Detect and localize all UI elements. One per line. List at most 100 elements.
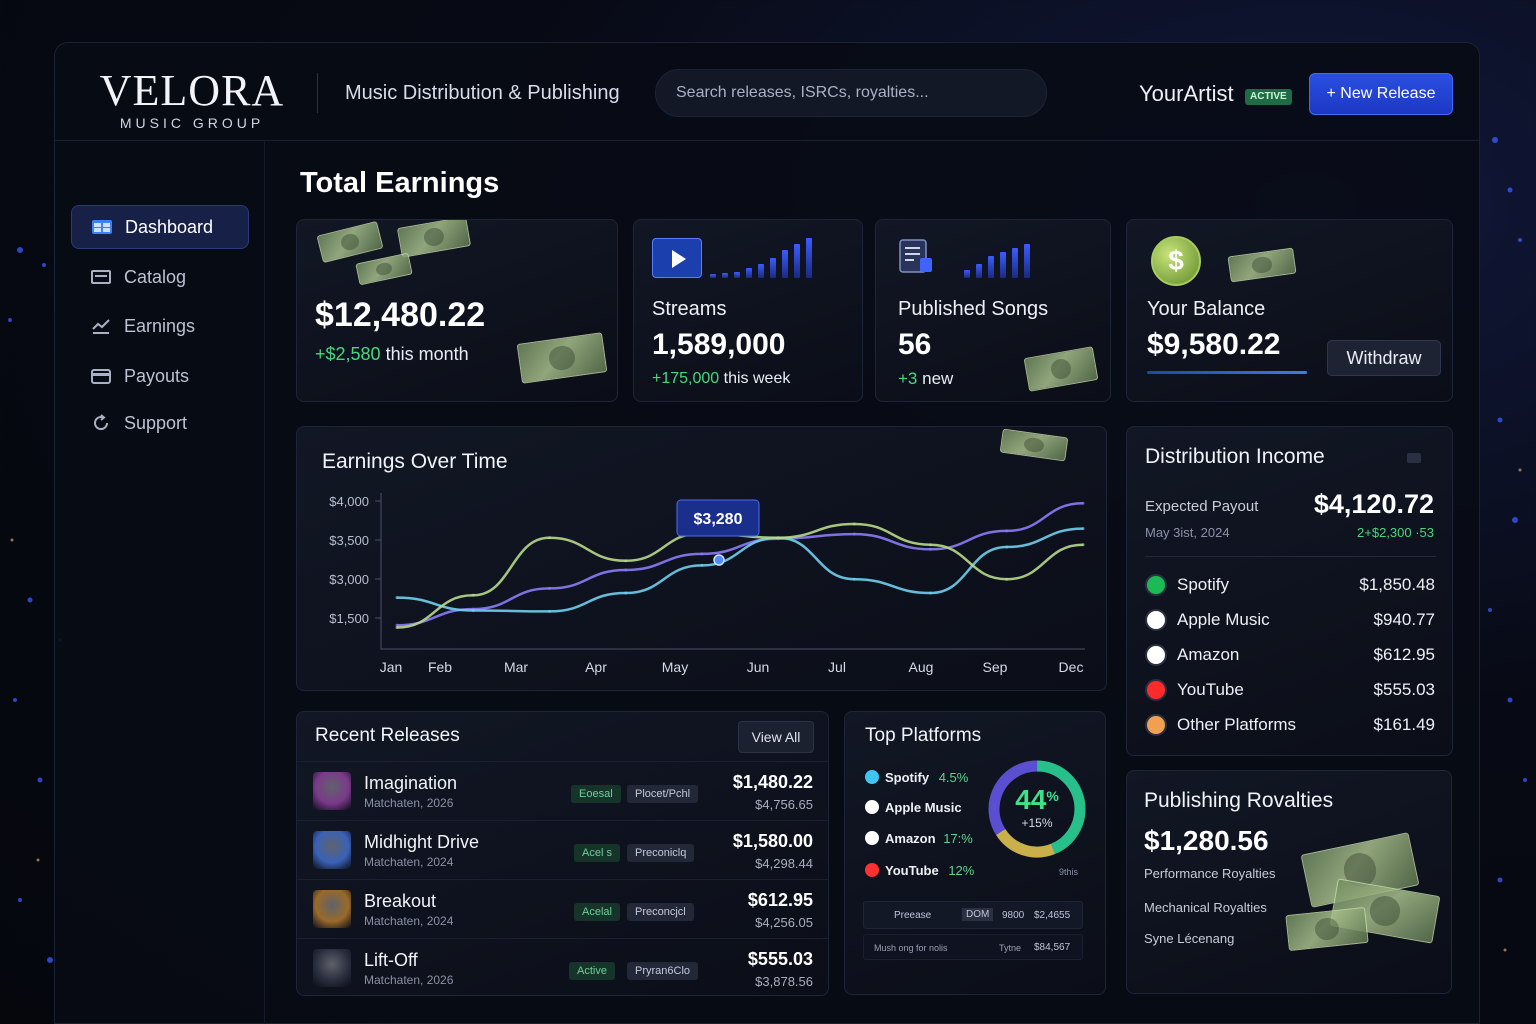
platform-name: Apple Music <box>1177 610 1270 629</box>
chart-highlight-point[interactable] <box>713 554 725 566</box>
streams-card: Streams 1,589,000 +175,000 this week <box>633 219 863 402</box>
dashboard-icon <box>92 218 112 236</box>
top-platforms-card: Top Platforms Spotify 4.5% Apple Music A… <box>844 711 1106 995</box>
delta-suffix: this week <box>723 370 791 387</box>
release-type-tag: Preconiclq <box>627 844 695 862</box>
summary-cell: 9800 <box>1002 910 1025 921</box>
published-songs-card: Published Songs 56 +3 new <box>875 219 1111 402</box>
chart-point <box>700 552 704 556</box>
release-row[interactable]: Imagination Matchaten, 2026 Eoesal Plocet/P… <box>297 761 828 820</box>
release-row[interactable]: Breakout Matchaten, 2024 Acelal Preconcjcl $… <box>297 879 828 938</box>
user-name[interactable]: YourArtist <box>1139 81 1234 106</box>
chart-point <box>1005 545 1009 549</box>
sidebar: Dashboard Catalog Earnings Payouts Suppo… <box>55 141 265 1024</box>
release-type-tag: Plocet/Pchl <box>627 785 699 803</box>
this-label: 9this <box>1059 867 1079 877</box>
chart-point <box>547 609 551 613</box>
money-bill-decoration <box>316 220 384 264</box>
release-earnings: $555.03 <box>747 949 813 969</box>
top-platform-youtube[interactable]: YouTube 12% <box>865 863 974 878</box>
x-tick-label: Apr <box>585 659 607 675</box>
release-total: $4,298.44 <box>755 856 813 871</box>
brand-logo[interactable]: VELORA MUSIC GROUP <box>97 69 287 132</box>
chart-point <box>852 532 856 536</box>
platform-name: Amazon <box>1177 645 1240 664</box>
chart-point <box>929 543 933 547</box>
platform-summary-row[interactable]: Mush ong for nolis Tytne $84,567 <box>863 934 1083 960</box>
streams-value: 1,589,000 <box>652 328 786 361</box>
royalty-type-sync[interactable]: Syne Lécenang <box>1144 931 1235 946</box>
chart-point <box>624 568 628 572</box>
distribution-row-youtube[interactable]: YouTube $555.03 <box>1145 677 1435 707</box>
summary-cell: Mush ong for nolis <box>874 943 948 953</box>
release-artwork <box>313 831 351 869</box>
document-music-icon <box>898 238 934 276</box>
top-platform-apple-music[interactable]: Apple Music <box>865 800 962 815</box>
x-tick-label: Aug <box>909 659 934 675</box>
x-tick-label: Jul <box>828 659 846 675</box>
sidebar-item-label: Payouts <box>124 365 190 386</box>
release-total: $4,756.65 <box>755 797 813 812</box>
chart-point <box>929 547 933 551</box>
withdraw-button[interactable]: Withdraw <box>1327 340 1441 376</box>
sidebar-item-dashboard[interactable]: Dashboard <box>71 205 249 249</box>
chart-tooltip-box <box>676 499 760 537</box>
payouts-icon <box>91 367 111 385</box>
summary-cell: Tytne <box>999 943 1022 953</box>
delta-value: +175,000 <box>652 370 720 387</box>
streams-delta: +175,000 this week <box>652 370 790 388</box>
delta-suffix: this month <box>385 344 469 364</box>
header-divider <box>317 73 318 113</box>
release-status-tag: Acelal <box>574 903 620 921</box>
platform-summary-row[interactable]: Preease DOM 9800 $2,4655 <box>863 901 1083 929</box>
royalty-type-performance[interactable]: Performance Royalties <box>1144 866 1276 881</box>
streams-label: Streams <box>652 298 727 320</box>
expected-payout-date: May 3ist, 2024 <box>1145 525 1230 540</box>
total-earnings-value: $12,480.22 <box>315 296 486 334</box>
platform-name: Apple Music <box>885 800 962 815</box>
donut-arc-secondary <box>988 760 1086 858</box>
royalty-type-mechanical[interactable]: Mechanical Royalties <box>1144 900 1267 915</box>
more-menu-icon[interactable] <box>1407 453 1421 463</box>
distribution-row-other-platforms[interactable]: Other Platforms $161.49 <box>1145 712 1435 742</box>
release-row[interactable]: Lift-Off Matchaten, 2026 Active Pryran6Clo $… <box>297 938 828 995</box>
youtube-icon <box>865 863 879 877</box>
search-input[interactable] <box>655 69 1047 117</box>
sidebar-item-payouts[interactable]: Payouts <box>71 354 249 398</box>
view-all-button[interactable]: View All <box>738 721 814 753</box>
balance-card: $ Your Balance $9,580.22 Withdraw <box>1126 219 1453 402</box>
top-platform-amazon[interactable]: Amazon 17:% <box>865 831 973 846</box>
songs-value: 56 <box>898 328 932 361</box>
play-icon <box>652 238 702 278</box>
release-artwork <box>313 890 351 928</box>
release-row[interactable]: Midhight Drive Matchaten, 2024 Acel s Preco… <box>297 820 828 879</box>
catalog-icon <box>91 268 111 286</box>
dollar-coin-icon: $ <box>1151 236 1201 286</box>
distribution-row-amazon[interactable]: Amazon $612.95 <box>1145 642 1435 672</box>
distribution-row-spotify[interactable]: Spotify $1,850.48 <box>1145 572 1435 602</box>
chart-point <box>1081 501 1085 505</box>
summary-cell: $84,567 <box>1034 942 1071 953</box>
donut-arc-tertiary <box>988 760 1086 858</box>
earnings-chart-card: Earnings Over Time $4,000 $3,500 $3,000 $1,… <box>296 426 1107 691</box>
header-title: Music Distribution & Publishing <box>345 82 620 104</box>
y-tick-label: $1,500 <box>329 611 369 626</box>
platform-name: Amazon <box>885 831 936 846</box>
chart-point <box>700 563 704 567</box>
sidebar-item-support[interactable]: Support <box>71 401 249 445</box>
y-tick-label: $3,500 <box>329 533 369 548</box>
new-release-button[interactable]: + New Release <box>1309 73 1453 115</box>
sidebar-item-catalog[interactable]: Catalog <box>71 255 249 299</box>
youtube-icon <box>1145 679 1167 701</box>
sidebar-item-label: Catalog <box>124 266 187 287</box>
spotify-icon <box>865 770 879 784</box>
top-platform-spotify[interactable]: Spotify 4.5% <box>865 770 968 785</box>
sidebar-item-earnings[interactable]: Earnings <box>71 304 249 348</box>
balance-value: $9,580.22 <box>1147 328 1281 361</box>
divider <box>1145 556 1436 557</box>
chart-point <box>852 577 856 581</box>
platform-amount: $1,850.48 <box>1359 575 1435 594</box>
distribution-row-apple-music[interactable]: Apple Music $940.77 <box>1145 607 1435 637</box>
publishing-title: Publishing Rovalties <box>1144 789 1334 812</box>
balance-progress <box>1147 371 1307 374</box>
